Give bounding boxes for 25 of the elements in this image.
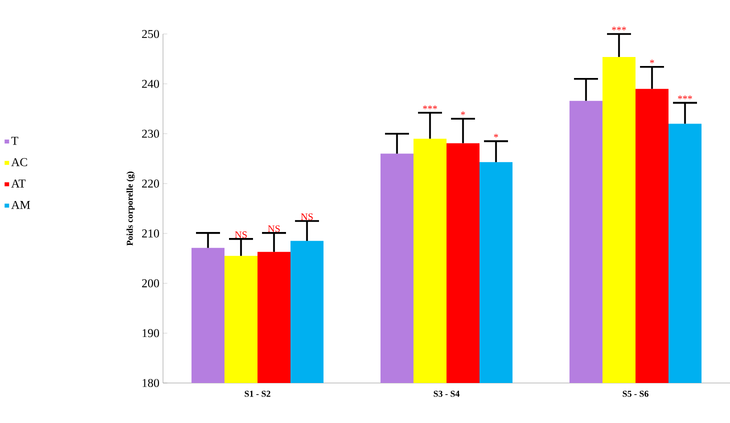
x-tick-label: S3 - S4 bbox=[434, 390, 460, 397]
legend-label: AM bbox=[11, 200, 30, 209]
y-tick-label: 190 bbox=[142, 329, 160, 338]
data-label: * bbox=[494, 134, 498, 138]
data-label: NS bbox=[268, 225, 280, 232]
y-tick-label: 220 bbox=[142, 180, 160, 188]
y-tick-label: 250 bbox=[142, 30, 160, 38]
y-tick-label: 210 bbox=[142, 229, 160, 238]
y-axis-title: Poids corporelle (g) bbox=[126, 172, 135, 246]
legend-label: AC bbox=[11, 158, 28, 166]
y-tick-label: 200 bbox=[142, 279, 160, 288]
y-tick-label: 230 bbox=[142, 130, 160, 138]
data-label: NS bbox=[234, 231, 247, 238]
data-label: *** bbox=[678, 95, 692, 100]
legend-label: T bbox=[11, 136, 18, 145]
data-label: * bbox=[650, 60, 654, 64]
y-tick-label: 180 bbox=[142, 378, 160, 388]
y-tick-label: 240 bbox=[142, 80, 160, 88]
x-tick-label: S5 - S6 bbox=[622, 390, 648, 397]
data-label: * bbox=[461, 111, 466, 116]
x-tick-label: S1 - S2 bbox=[244, 390, 270, 397]
data-label: *** bbox=[423, 105, 437, 110]
data-label: NS bbox=[300, 213, 313, 220]
data-label: *** bbox=[612, 26, 626, 30]
legend-label: AT bbox=[11, 180, 26, 188]
